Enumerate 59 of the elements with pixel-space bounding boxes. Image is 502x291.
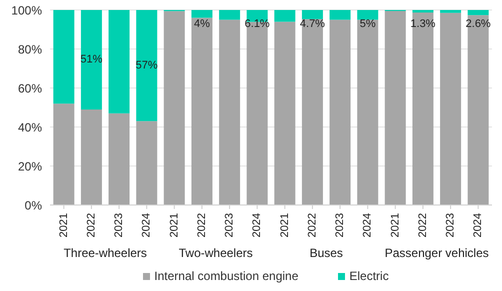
bar	[468, 10, 489, 16]
bar	[302, 10, 323, 20]
bar	[136, 121, 158, 205]
x-tick-label: 2024	[472, 213, 484, 238]
bar	[108, 10, 130, 114]
x-tick-label: 2021	[389, 213, 402, 238]
y-tick-label: 60%	[18, 81, 42, 96]
x-tick-label: 2024	[140, 213, 153, 238]
text: Three-wheelers	[64, 246, 147, 260]
y-tick-label: 80%	[18, 42, 42, 56]
bar	[440, 12, 462, 205]
x-tick-label: 2022	[306, 213, 318, 238]
bar	[108, 113, 130, 205]
text: Two-wheelers	[178, 246, 253, 260]
x-tick-label: 2021	[58, 213, 70, 238]
data-label: 5%	[360, 18, 376, 30]
data-label: 51%	[80, 54, 103, 66]
bar	[191, 10, 212, 18]
bar	[384, 10, 406, 205]
x-tick-label: 2024	[251, 213, 264, 238]
bar	[274, 22, 296, 205]
bar	[302, 19, 323, 205]
x-tick-label: 2023	[444, 213, 457, 238]
bar	[53, 10, 74, 104]
bar	[357, 20, 378, 205]
bar	[219, 20, 240, 205]
y-tick-label: 0%	[24, 198, 42, 212]
legend-label: Electric	[349, 269, 389, 283]
bar	[80, 109, 102, 205]
x-tick-label: 2024	[362, 213, 374, 238]
bar	[330, 20, 351, 205]
y-tick-label: 20%	[18, 159, 42, 174]
x-tick-label: 2022	[85, 213, 98, 238]
x-tick-label: 2023	[334, 213, 346, 238]
x-tick-label: 2022	[196, 213, 208, 238]
data-label: 4%	[194, 18, 210, 30]
bar	[412, 12, 434, 205]
bar	[80, 10, 102, 110]
text: Buses	[310, 246, 343, 260]
x-tick-label: 2022	[416, 213, 429, 238]
x-tick-label: 2023	[113, 213, 126, 238]
legend-label: Internal combustion engine	[154, 269, 298, 283]
y-tick-label: 40%	[18, 120, 42, 134]
bar	[412, 10, 434, 13]
bar	[440, 10, 462, 13]
bar	[136, 10, 158, 122]
bar	[468, 15, 489, 205]
bar	[274, 10, 296, 22]
bar	[164, 11, 185, 205]
bar	[357, 10, 378, 20]
x-tick-label: 2021	[278, 213, 291, 238]
x-tick-label: 2021	[168, 213, 180, 238]
bar	[53, 104, 74, 205]
bar	[330, 10, 351, 20]
bar	[191, 18, 212, 205]
x-tick-label: 2023	[224, 213, 236, 238]
text: Passenger vehicles	[384, 246, 489, 260]
y-tick-label: 100%	[11, 3, 42, 18]
bar	[219, 10, 240, 20]
